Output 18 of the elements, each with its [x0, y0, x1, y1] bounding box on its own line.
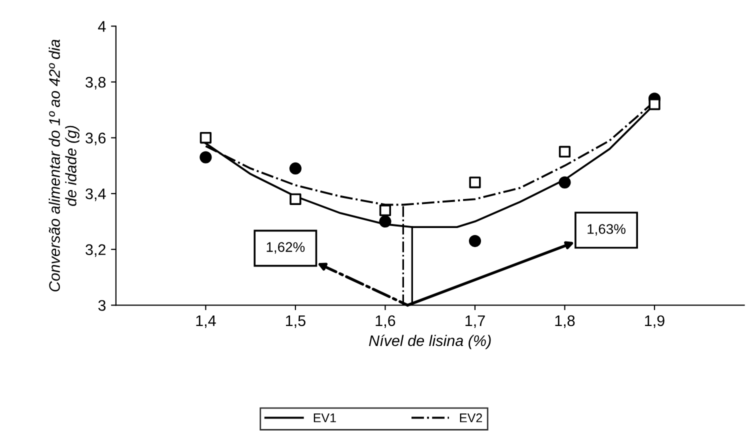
x-tick-label: 1,6 [376, 315, 396, 328]
annotation: 1,62% [266, 242, 305, 254]
x-axis-title: Nível de lisina (%) [369, 334, 491, 350]
x-tick-label: 1,5 [286, 315, 306, 328]
x-tick-label: 1,9 [645, 315, 664, 328]
x-tick-label: 1,7 [466, 315, 485, 328]
y-tick-label: 3 [98, 300, 106, 311]
y-tick-label: 3,4 [86, 188, 106, 202]
y-tick-label: 3,6 [86, 132, 106, 146]
legend-label: EV1 [314, 414, 336, 422]
y-tick-label: 3,2 [86, 244, 106, 257]
y-axis-title: Conversão alimentar do 1º ao 42º dia de idade (g) [48, 40, 80, 292]
legend-label: EV2 [460, 413, 482, 422]
y-tick-label: 4 [98, 21, 106, 32]
x-tick-label: 1,8 [555, 315, 575, 328]
y-tick-label: 3,8 [86, 76, 106, 90]
annotation: 1,63% [588, 224, 626, 236]
x-tick-label: 1,4 [196, 315, 216, 328]
